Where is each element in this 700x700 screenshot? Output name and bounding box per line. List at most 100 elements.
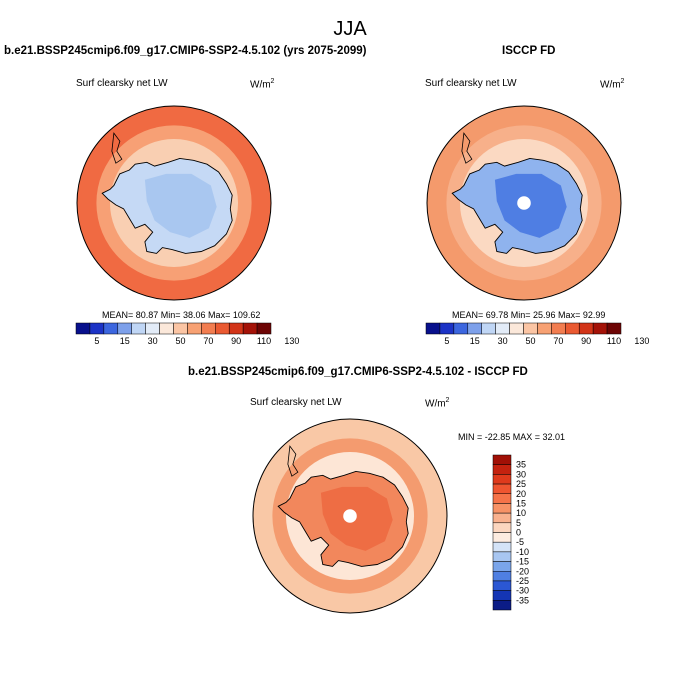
map-2-pole-hole: [517, 196, 531, 210]
colorbar-3-tick-label: -20: [516, 566, 529, 576]
colorbar-3-swatch: [492, 541, 512, 553]
colorbar-3-tick-label: 20: [516, 489, 526, 499]
colorbar-3-swatch: [492, 551, 512, 562]
colorbar-3-swatch: [492, 580, 512, 591]
map-1-field: [77, 106, 271, 300]
colorbar-2-swatch: [565, 322, 580, 335]
colorbar-1-swatch: [201, 322, 216, 335]
colorbar-2-swatch: [453, 322, 469, 335]
panel-2-title: ISCCP FD: [502, 45, 556, 57]
colorbar-3-swatch: [492, 571, 512, 582]
colorbar-3-tick-label: 25: [516, 479, 526, 489]
panel-1-title: b.e21.BSSP245cmip6.f09_g17.CMIP6-SSP2-4.…: [4, 45, 367, 57]
colorbar-3-swatch: [492, 512, 512, 524]
colorbar-3-swatch: [492, 561, 512, 572]
map-2-field: [427, 106, 621, 300]
colorbar-2-tick-label: 50: [525, 336, 535, 346]
colorbar-2-tick-label: 30: [498, 336, 508, 346]
colorbar-2-tick-label: 130: [634, 336, 649, 346]
panel-3-stats: MIN = -22.85 MAX = 32.01: [458, 432, 566, 442]
colorbar-1-tick-label: 15: [120, 336, 130, 346]
colorbar-1-tick-label: 90: [231, 336, 241, 346]
colorbar-1-swatch: [242, 322, 258, 335]
map-1-coastline: [101, 157, 233, 254]
colorbar-3-tick-label: 35: [516, 460, 526, 470]
map-3-interior-field: [320, 486, 393, 551]
colorbar-3-tick-label: 10: [516, 508, 526, 518]
colorbar-2-swatch: [495, 322, 510, 335]
colorbar-1-swatch: [89, 322, 105, 335]
colorbar-2-tick-label: 70: [553, 336, 563, 346]
panel-3-units: W/m2: [425, 397, 450, 410]
colorbar-3-swatch: [492, 493, 512, 504]
colorbar-3-tick-label: 0: [516, 528, 521, 538]
colorbar-3-tick-label: -30: [516, 586, 529, 596]
colorbar-2-swatch: [537, 322, 552, 335]
map-2-border: [426, 105, 622, 301]
map-1-border: [76, 105, 272, 301]
panel-3-variable: Surf clearsky net LW: [250, 397, 342, 408]
map-3-south-america-outline: [287, 445, 299, 477]
colorbar-2-tick-label: 15: [470, 336, 480, 346]
colorbar-1-tick-label: 70: [203, 336, 213, 346]
colorbar-3-tick-label: -10: [516, 547, 529, 557]
panel-3-title: b.e21.BSSP245cmip6.f09_g17.CMIP6-SSP2-4.…: [188, 366, 528, 378]
map-3-field: [253, 419, 447, 613]
colorbar-3-swatch: [492, 590, 512, 601]
colorbar-3-tick-label: -5: [516, 537, 524, 547]
colorbar-2-swatch: [551, 322, 566, 335]
colorbar-1-swatch: [256, 322, 272, 335]
map-1-south-america-outline: [111, 132, 123, 164]
colorbar-2-swatch: [439, 322, 455, 335]
colorbar-1-swatch: [75, 322, 91, 335]
colorbar-3-tick-label: 15: [516, 498, 526, 508]
map-1-interior-field: [144, 173, 217, 238]
colorbar-3-swatch: [492, 503, 512, 514]
colorbar-1-tick-label: 110: [257, 336, 271, 346]
colorbar-3-swatch: [492, 464, 512, 475]
panel-1-units: W/m2: [250, 78, 275, 91]
colorbar-3-swatch: [492, 600, 512, 611]
colorbar-3-tick-label: -25: [516, 576, 529, 586]
colorbar-3-swatch: [492, 522, 512, 533]
colorbar-2-swatch: [481, 322, 496, 335]
colorbar-1-swatch: [215, 322, 230, 335]
colorbar-2-swatch: [592, 322, 608, 335]
colorbar-3-tick-label: -15: [516, 557, 529, 567]
colorbar-2-swatch: [606, 322, 622, 335]
colorbar-1-swatch: [173, 322, 188, 335]
panel-2-variable: Surf clearsky net LW: [425, 78, 517, 89]
colorbar-2-tick-label: 90: [581, 336, 591, 346]
colorbar-1-swatch: [187, 322, 202, 335]
colorbar-1-swatch: [159, 322, 174, 335]
map-2-interior-field: [494, 173, 567, 238]
panel-2-stats: MEAN= 69.78 Min= 25.96 Max= 92.99: [452, 310, 606, 320]
colorbar-2-swatch: [578, 322, 594, 335]
colorbar-3-swatch: [492, 532, 512, 543]
colorbar-2-swatch: [467, 322, 482, 335]
colorbar-1-tick-label: 130: [284, 336, 299, 346]
colorbar-3-tick-label: 5: [516, 518, 521, 528]
colorbar-3-tick-label: -35: [516, 595, 529, 605]
page-title: JJA: [333, 18, 367, 40]
colorbar-3-swatch: [492, 483, 512, 494]
panel-1-variable: Surf clearsky net LW: [76, 78, 168, 89]
map-3-border: [252, 418, 448, 614]
colorbar-1-tick-label: 30: [148, 336, 158, 346]
colorbar-3-swatch: [492, 454, 512, 465]
colorbar-1-swatch: [117, 322, 132, 335]
colorbar-3-swatch: [492, 474, 512, 485]
map-2-coastline: [451, 157, 583, 254]
colorbar-2-swatch: [509, 322, 524, 335]
colorbar-2-tick-label: 110: [607, 336, 621, 346]
colorbar-1-swatch: [228, 322, 244, 335]
colorbar-2-swatch: [523, 322, 538, 335]
colorbar-1-swatch: [103, 322, 119, 335]
colorbar-1-swatch: [131, 322, 146, 335]
map-2-south-america-outline: [461, 132, 473, 164]
colorbar-2-tick-label: 5: [444, 336, 449, 346]
panel-2-units: W/m2: [600, 78, 625, 91]
map-3-pole-hole: [343, 509, 357, 523]
colorbar-2-swatch: [425, 322, 441, 335]
